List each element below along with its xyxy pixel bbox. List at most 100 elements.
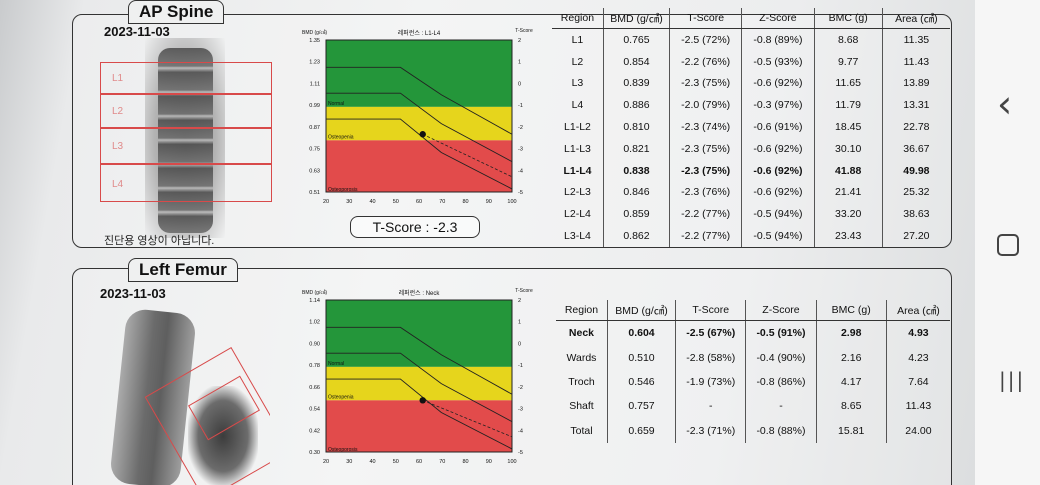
bmd-tick-label: 0.75: [309, 147, 320, 153]
table-cell: -: [745, 394, 817, 419]
table-cell: L4: [571, 99, 584, 112]
bmd-tick-label: 1.02: [309, 320, 320, 326]
age-tick-label: 50: [393, 199, 399, 205]
age-tick-label: 80: [462, 199, 468, 205]
zone-label: Osteoporosis: [328, 187, 358, 193]
table-row: L4 0.886 -2.0 (79%) -0.3 (97%) 11.79 13.31: [552, 94, 950, 117]
bmd-tick-label: 0.54: [309, 407, 320, 413]
table-cell: 13.31: [881, 94, 950, 117]
table-cell: 0.757: [606, 394, 676, 419]
reference-label: 레퍼런스 : Neck: [399, 289, 441, 297]
plot-frame: [325, 39, 513, 193]
tscore-tick-label: 1: [518, 60, 521, 66]
osteoporosis-zone: [326, 140, 512, 192]
table-row: L2-L3 0.846 -2.3 (76%) -0.6 (92%) 21.41 25.32: [552, 181, 950, 204]
table-cell: 25.32: [881, 181, 950, 204]
table-cell: 15.81: [815, 418, 887, 443]
table-cell: -0.6 (92%): [741, 137, 815, 160]
zone-label: Osteopenia: [328, 394, 354, 400]
bmd-tick-label: 1.35: [309, 38, 320, 44]
age-tick-label: 70: [439, 459, 445, 465]
table-row: L1-L4 0.838 -2.3 (75%) -0.6 (92%) 41.88 49.98: [552, 159, 950, 182]
bmd-tick-label: 1.23: [309, 60, 320, 66]
table-cell: 0.546: [606, 369, 676, 395]
recents-button[interactable]: |||: [999, 368, 1026, 392]
table-cell: -2.3 (71%): [675, 418, 746, 443]
android-nav-bar: ‹ |||: [975, 0, 1040, 485]
table-cell: -0.5 (94%): [741, 225, 815, 247]
table-cell: 11.35: [881, 28, 950, 51]
osteopenia-zone: [326, 106, 512, 141]
tscore-tick-label: -5: [518, 190, 523, 196]
header-bmc: BMC (g): [813, 8, 883, 29]
spine-scan-image: L1 L2 L3 L4: [100, 38, 272, 238]
header-bmc: BMC (g): [815, 300, 887, 321]
femur-reference-chart: BMD (g/㎠) 레퍼런스 : Neck T-Score 1.14 1.02 0.90 0…: [302, 288, 533, 465]
table-cell: 36.67: [881, 137, 950, 160]
zone-label: Normal: [328, 101, 344, 107]
normal-zone: [326, 300, 512, 367]
bmd-axis-label: BMD (g/㎠): [302, 289, 327, 296]
age-tick-label: 90: [486, 459, 492, 465]
roi-label: L1: [112, 73, 124, 84]
table-cell: 2.98: [815, 320, 887, 346]
age-tick-label: 20: [323, 459, 329, 465]
roi-label: L3: [112, 141, 124, 152]
table-row: Neck 0.604 -2.5 (67%) -0.5 (91%) 2.98 4.93: [556, 320, 950, 346]
age-tick-label: 80: [462, 459, 468, 465]
table-cell: -2.2 (77%): [669, 225, 742, 247]
age-tick-label: 90: [486, 199, 492, 205]
femur-scan-image: [98, 306, 270, 485]
age-tick-label: 50: [393, 459, 399, 465]
table-cell: -2.5 (72%): [669, 28, 742, 51]
table-cell: -0.4 (90%): [745, 345, 817, 370]
table-cell: -: [675, 394, 746, 419]
projection-line: [422, 399, 513, 438]
roi-label: L4: [112, 179, 124, 190]
femur-results-table: Region BMD (g/㎠) T-Score Z-Score BMC (g)…: [556, 300, 950, 443]
table-cell: 0.838: [602, 159, 670, 182]
table-cell: 30.10: [813, 137, 883, 160]
table-cell: 11.43: [881, 50, 950, 73]
table-cell: -2.5 (67%): [675, 320, 746, 346]
table-cell: -2.0 (79%): [669, 94, 742, 117]
header-region: Region: [552, 8, 604, 29]
table-cell: 4.17: [815, 369, 887, 395]
table-cell: -2.2 (76%): [669, 50, 742, 73]
table-cell: 23.43: [813, 225, 883, 247]
table-cell: 0.821: [602, 137, 670, 160]
bmd-tick-label: 0.63: [309, 168, 320, 174]
table-row: Troch 0.546 -1.9 (73%) -0.8 (86%) 4.17 7.64: [556, 369, 950, 395]
roi-box-l2: [100, 94, 272, 128]
tscore-axis-label: T-Score: [515, 288, 533, 294]
table-cell: -0.8 (86%): [745, 369, 817, 395]
tscore-tick-label: 2: [518, 38, 521, 44]
table-cell: 8.68: [813, 28, 883, 51]
table-cell: 33.20: [813, 203, 883, 226]
table-cell: -0.6 (92%): [741, 181, 815, 204]
table-cell: -0.3 (97%): [741, 94, 815, 117]
age-tick-label: 100: [507, 199, 516, 205]
header-bmd: BMD (g/㎠): [606, 300, 676, 321]
back-button[interactable]: ‹: [997, 82, 1013, 126]
tscore-tick-label: -2: [518, 125, 523, 131]
home-button[interactable]: [997, 234, 1019, 256]
table-cell: L3: [571, 77, 584, 90]
table-cell: 4.23: [885, 345, 950, 370]
table-cell: 11.65: [813, 72, 883, 95]
table-cell: Troch: [568, 375, 595, 388]
femur-title: Left Femur: [128, 258, 238, 282]
table-row: L2 0.854 -2.2 (76%) -0.5 (93%) 9.77 11.43: [552, 50, 950, 73]
table-cell: -2.8 (58%): [675, 345, 746, 370]
header-region: Region: [556, 300, 608, 321]
tscore-tick-label: -4: [518, 168, 523, 174]
table-cell: 0.659: [606, 418, 676, 443]
table-cell: -0.8 (88%): [745, 418, 817, 443]
header-zscore: Z-Score: [745, 300, 817, 321]
table-cell: 2.16: [815, 345, 887, 370]
age-tick-label: 30: [346, 459, 352, 465]
table-row: Shaft 0.757- -8.65 11.43: [556, 394, 950, 419]
table-cell: -0.5 (94%): [741, 203, 815, 226]
age-tick-label: 60: [416, 199, 422, 205]
tscore-tick-label: 1: [518, 320, 521, 326]
